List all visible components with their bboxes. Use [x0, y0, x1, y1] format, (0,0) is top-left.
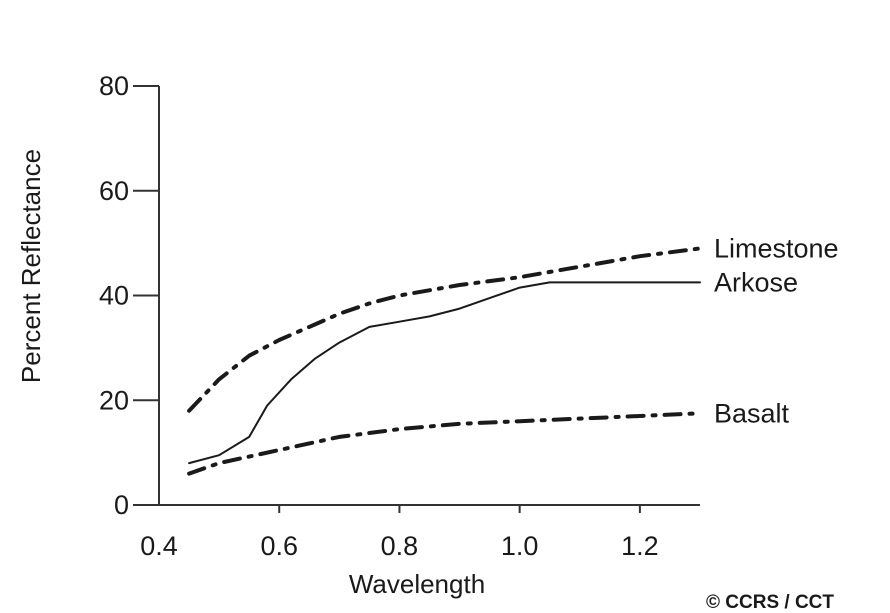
y-axis-title: Percent Reflectance	[16, 149, 46, 383]
y-tick-label: 20	[99, 385, 129, 415]
series-lines	[187, 246, 702, 476]
x-tick-label: 1.0	[501, 531, 539, 561]
y-tick-label: 0	[114, 490, 129, 520]
y-tick-label: 60	[99, 176, 129, 206]
x-tick-label: 0.8	[381, 531, 419, 561]
basalt-label: Basalt	[714, 398, 790, 428]
basalt-line	[187, 411, 702, 476]
y-tick-label: 40	[99, 281, 129, 311]
x-tick-label: 0.4	[140, 531, 178, 561]
credit-label: © CCRS / CCT	[706, 592, 834, 613]
y-tick-label: 80	[99, 71, 129, 101]
x-axis-title: Wavelength	[349, 569, 485, 599]
tick-marks	[133, 85, 641, 513]
limestone-label: Limestone	[714, 233, 839, 263]
arkose-line	[188, 281, 701, 465]
limestone-line	[187, 246, 702, 413]
series-labels: Limestone Arkose Basalt	[714, 233, 839, 428]
tick-labels: 0 20 40 60 80 0.4 0.6 0.8 1.0 1.2	[99, 71, 659, 561]
arkose-label: Arkose	[714, 267, 798, 297]
x-tick-label: 0.6	[260, 531, 298, 561]
x-tick-label: 1.2	[621, 531, 659, 561]
